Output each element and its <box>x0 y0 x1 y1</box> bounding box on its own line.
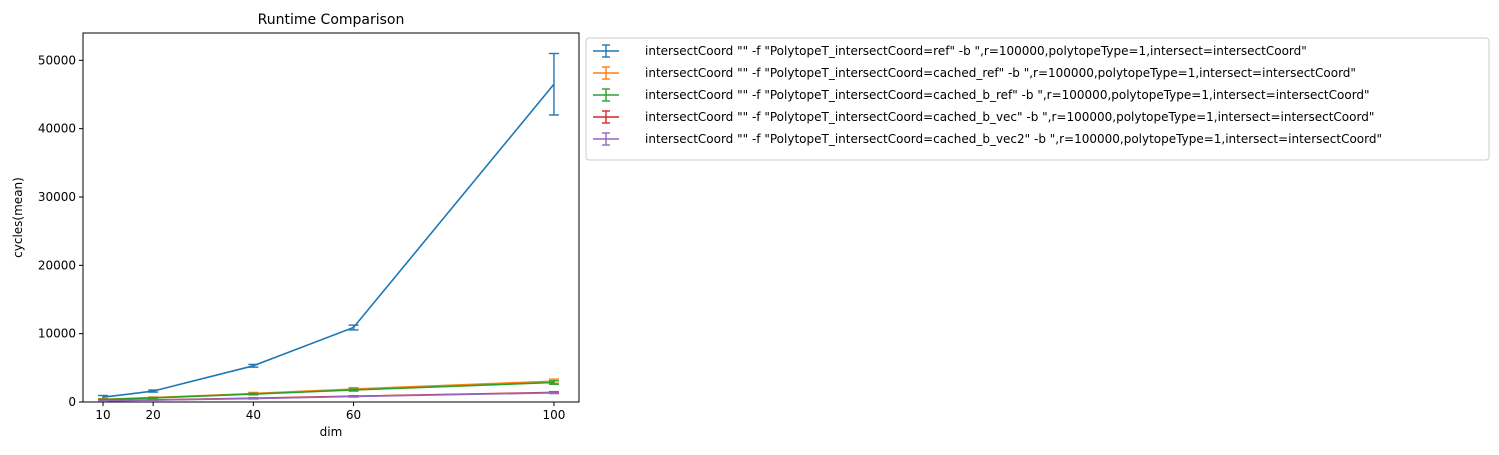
error-bar <box>148 396 159 400</box>
series-5 <box>98 391 559 402</box>
plot-area: 10 20 40 60 100 0 10000 20000 30000 40000 50000 <box>38 32 580 422</box>
error-bar <box>348 395 359 398</box>
legend-item-5: intersectCoord "" -f "PolytopeT_intersec… <box>593 132 1382 146</box>
x-axis-label: dim <box>320 425 343 439</box>
legend-label: intersectCoord "" -f "PolytopeT_intersec… <box>645 88 1370 102</box>
series-1 <box>98 52 559 400</box>
series-layer <box>98 52 559 402</box>
legend-label: intersectCoord "" -f "PolytopeT_intersec… <box>645 66 1356 80</box>
error-bar <box>548 380 559 385</box>
legend-item-1: intersectCoord "" -f "PolytopeT_intersec… <box>593 44 1307 58</box>
legend-label: intersectCoord "" -f "PolytopeT_intersec… <box>645 132 1382 146</box>
error-bar <box>248 392 259 396</box>
legend-item-3: intersectCoord "" -f "PolytopeT_intersec… <box>593 88 1370 102</box>
error-bar <box>348 324 359 331</box>
x-tick-label: 20 <box>146 408 161 422</box>
chart-title: Runtime Comparison <box>258 12 405 28</box>
y-tick-label: 10000 <box>38 327 76 341</box>
error-bar <box>548 52 559 116</box>
x-axis-ticks: 10 20 40 60 100 <box>95 402 565 422</box>
legend-item-4: intersectCoord "" -f "PolytopeT_intersec… <box>593 110 1374 124</box>
x-tick-label: 100 <box>542 408 565 422</box>
y-tick-label: 50000 <box>38 53 76 67</box>
error-bar <box>248 397 259 400</box>
y-tick-label: 40000 <box>38 122 76 136</box>
error-bar <box>148 389 159 393</box>
legend-box <box>585 37 1490 161</box>
legend: intersectCoord "" -f "PolytopeT_intersec… <box>585 37 1490 161</box>
x-tick-label: 60 <box>346 408 361 422</box>
x-tick-label: 40 <box>246 408 261 422</box>
y-axis-label: cycles(mean) <box>11 177 25 258</box>
error-bar <box>348 388 359 392</box>
y-tick-label: 20000 <box>38 258 76 272</box>
y-tick-label: 0 <box>68 395 76 409</box>
series-line <box>102 83 555 398</box>
error-bar <box>548 391 559 395</box>
x-tick-label: 10 <box>95 408 110 422</box>
y-tick-label: 30000 <box>38 190 76 204</box>
error-bar <box>248 363 259 368</box>
legend-label: intersectCoord "" -f "PolytopeT_intersec… <box>645 110 1374 124</box>
y-axis-ticks: 0 10000 20000 30000 40000 50000 <box>38 53 83 409</box>
axes-frame <box>82 32 580 403</box>
legend-label: intersectCoord "" -f "PolytopeT_intersec… <box>645 44 1307 58</box>
error-bar <box>98 399 109 402</box>
legend-item-2: intersectCoord "" -f "PolytopeT_intersec… <box>593 66 1356 80</box>
error-bar <box>148 399 159 402</box>
